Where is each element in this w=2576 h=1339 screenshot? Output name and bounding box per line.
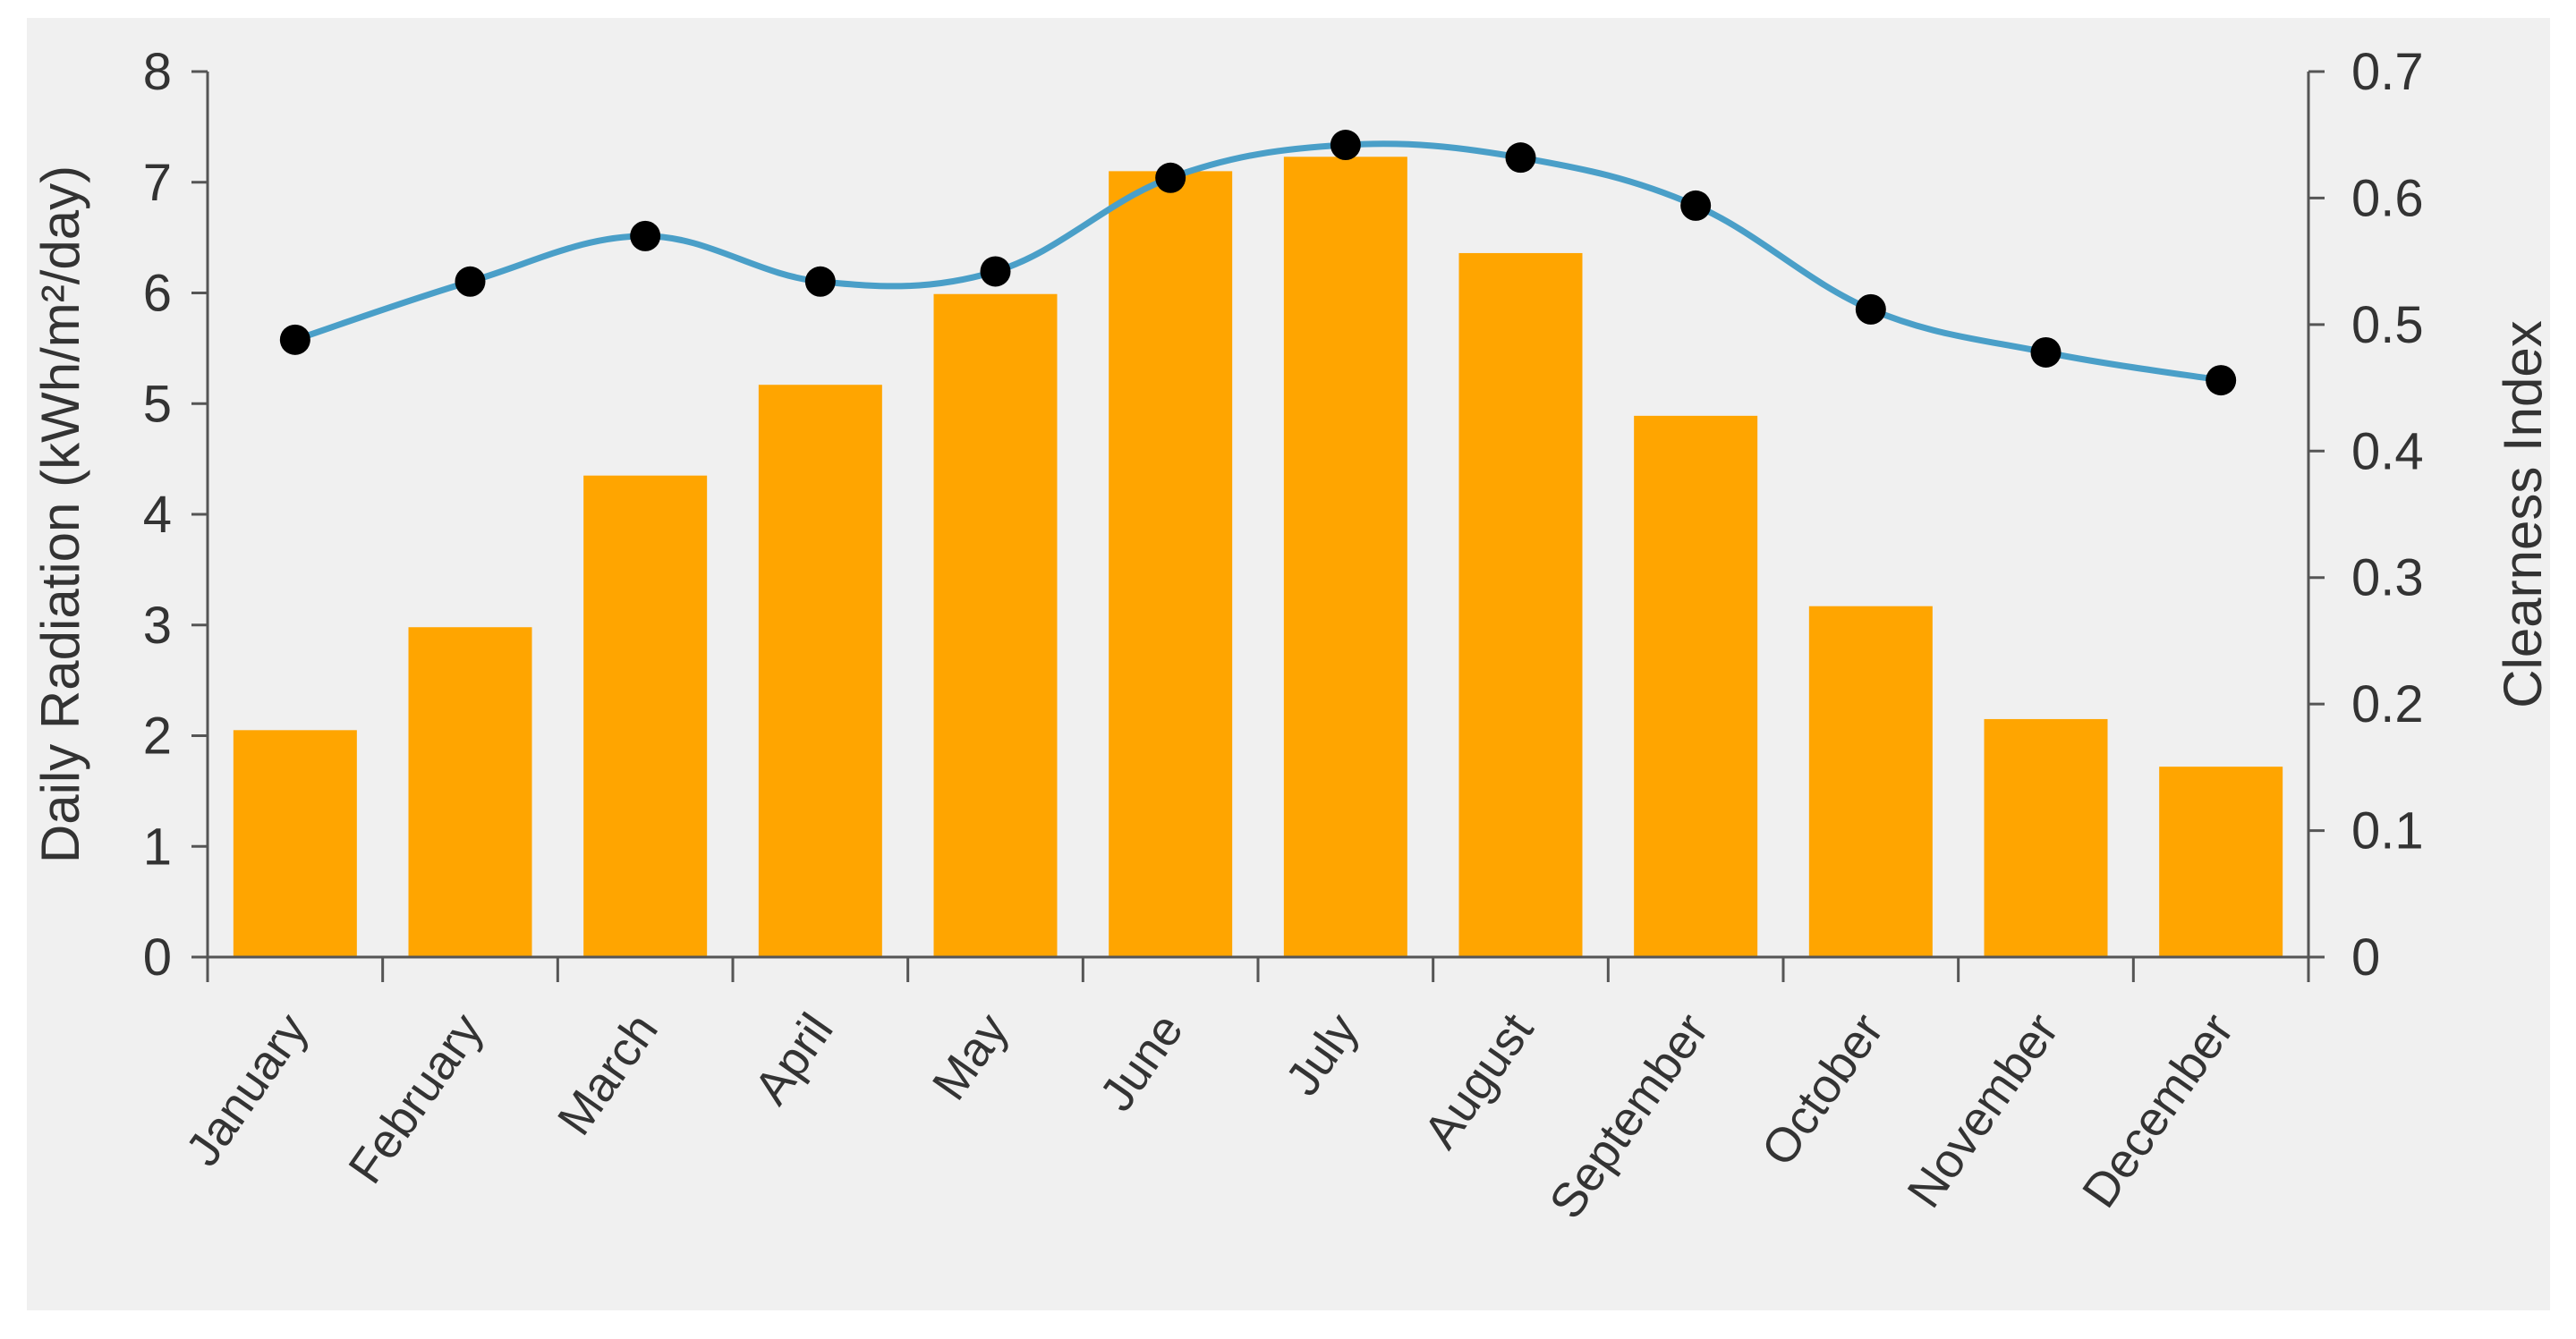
clearness-point-january xyxy=(279,324,310,355)
bar-july xyxy=(1283,157,1407,958)
right-tick-label: 0.6 xyxy=(2351,169,2424,227)
clearness-index-line xyxy=(293,140,2222,384)
clearness-point-march xyxy=(630,220,661,251)
axes: 0 1 2 3 4 5 6 7 8 0 0.1 0.2 0.3 0.4 0.5 0.6 0.7 xyxy=(143,43,2424,987)
right-tick-label: 0.5 xyxy=(2351,296,2424,354)
left-axis-title: Daily Radiation (kWh/m²/day) xyxy=(30,165,90,863)
right-tick-label: 0.3 xyxy=(2351,549,2424,607)
bar-january xyxy=(233,730,357,957)
clearness-point-august xyxy=(1505,142,1536,174)
bar-august xyxy=(1458,252,1583,957)
bar-march xyxy=(583,475,708,957)
bar-february xyxy=(408,627,532,957)
bar-series xyxy=(233,157,2283,958)
clearness-point-april xyxy=(804,266,836,297)
bar-november xyxy=(1984,718,2108,957)
bar-may xyxy=(933,293,1058,957)
right-axis-title: Clearness Index xyxy=(2493,320,2553,708)
clearness-point-june xyxy=(1155,162,1186,193)
bar-october xyxy=(1808,606,1933,957)
left-tick-label: 6 xyxy=(143,265,172,323)
left-tick-label: 7 xyxy=(143,154,172,212)
bar-september xyxy=(1634,415,1758,957)
left-tick-label: 1 xyxy=(143,818,172,876)
clearness-point-december xyxy=(2206,365,2237,396)
left-tick-label: 2 xyxy=(143,708,172,766)
clearness-point-november xyxy=(2030,336,2062,368)
left-tick-label: 8 xyxy=(143,43,172,101)
bar-june xyxy=(1109,171,1233,957)
right-tick-label: 0.4 xyxy=(2351,422,2424,480)
bar-december xyxy=(2159,767,2283,957)
left-tick-label: 4 xyxy=(143,486,172,544)
right-tick-label: 0.2 xyxy=(2351,675,2424,733)
clearness-point-september xyxy=(1680,190,1712,221)
right-tick-label: 0.7 xyxy=(2351,43,2424,101)
clearness-point-july xyxy=(1330,130,1361,161)
bar-april xyxy=(758,385,882,957)
line-series xyxy=(279,130,2237,396)
left-tick-label: 3 xyxy=(143,597,172,655)
clearness-point-october xyxy=(1855,293,1886,325)
left-tick-label: 0 xyxy=(143,928,172,987)
clearness-point-may xyxy=(980,256,1011,287)
left-tick-label: 5 xyxy=(143,375,172,433)
right-tick-label: 0 xyxy=(2351,928,2380,987)
right-tick-label: 0.1 xyxy=(2351,802,2424,860)
clearness-point-february xyxy=(455,266,486,297)
